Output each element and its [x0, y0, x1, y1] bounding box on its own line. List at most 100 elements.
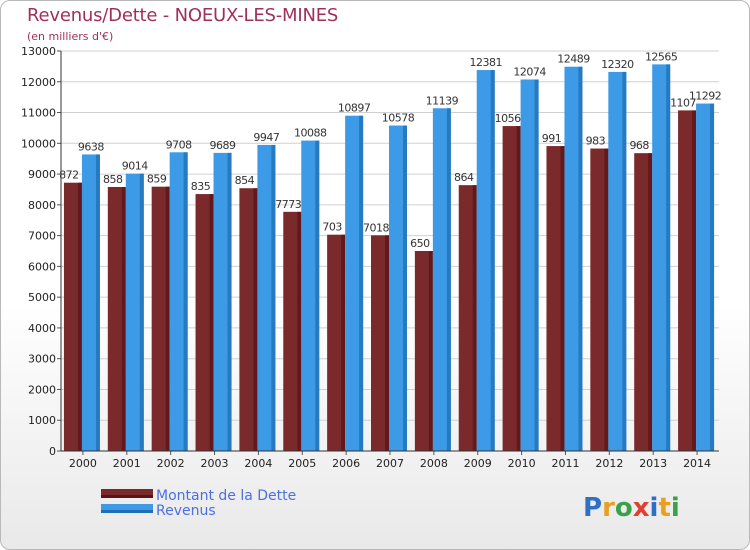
bar-revenus-shade	[578, 66, 583, 451]
bar-dette-shade	[604, 148, 609, 452]
bar-dette-shade	[648, 153, 653, 451]
bar-revenus	[520, 79, 539, 451]
bar-revenus	[213, 152, 232, 451]
value-label-revenus: 10578	[382, 112, 415, 125]
bar-dette	[634, 153, 653, 451]
x-tick-label: 2005	[288, 457, 316, 470]
value-label-revenus: 12320	[601, 58, 634, 71]
x-tick-label: 2000	[69, 457, 97, 470]
y-tick-label: 5000	[28, 291, 56, 304]
value-label-dette: 1056	[495, 112, 521, 125]
value-label-dette: 7018	[363, 221, 389, 234]
value-label-dette: 858	[103, 173, 123, 186]
bar-dette	[239, 188, 258, 451]
bar-revenus	[169, 152, 188, 452]
bar-dette-shade	[516, 126, 521, 452]
legend-label-dette: Montant de la Dette	[156, 488, 296, 504]
bar-revenus-shade	[95, 154, 100, 451]
bar-dette	[590, 148, 609, 452]
value-label-revenus: 12565	[645, 50, 678, 63]
bars	[63, 64, 715, 452]
value-label-dette: 1107	[670, 96, 696, 109]
y-tick-label: 10000	[21, 137, 56, 150]
bar-dette	[371, 235, 389, 451]
bar-dette	[678, 110, 697, 451]
chart-subtitle: (en milliers d'€)	[27, 30, 114, 43]
bar-revenus-shade	[271, 144, 276, 451]
bar-dette	[151, 186, 170, 451]
x-axis-ticks: 2000 2001 2002 2003 2004 2005 2006 2007 2008 2009…	[69, 451, 711, 470]
value-label-dette: 872	[59, 169, 79, 182]
bar-dette-shade	[385, 235, 389, 451]
legend-swatch-revenus-shade	[101, 510, 153, 513]
value-label-dette: 968	[629, 139, 649, 152]
bar-revenus	[696, 103, 715, 452]
bar-revenus-shade	[446, 108, 451, 451]
bar-revenus	[608, 71, 627, 451]
y-tick-label: 6000	[28, 260, 56, 273]
value-label-revenus: 12489	[557, 53, 590, 66]
x-tick-label: 2006	[332, 457, 360, 470]
y-tick-label: 3000	[28, 353, 56, 366]
y-tick-label: 0	[49, 445, 56, 458]
value-label-revenus: 10088	[294, 127, 327, 140]
value-label-revenus: 11139	[426, 94, 459, 107]
bar-revenus	[432, 108, 451, 451]
bar-revenus	[345, 115, 364, 451]
bar-revenus-shade	[666, 64, 671, 451]
x-tick-label: 2013	[639, 457, 667, 470]
bar-revenus-shade	[622, 71, 627, 451]
bar-revenus-shade	[490, 70, 495, 452]
bar-revenus-shade	[403, 125, 407, 452]
y-tick-label: 12000	[21, 76, 56, 89]
bar-dette-shade	[297, 211, 302, 451]
value-label-revenus: 10897	[338, 102, 371, 115]
bar-revenus	[476, 70, 495, 452]
x-tick-label: 2012	[595, 457, 623, 470]
bar-revenus	[81, 154, 100, 451]
value-label-revenus: 9014	[122, 160, 148, 173]
value-label-revenus: 9708	[166, 138, 192, 151]
bar-revenus-shade	[710, 103, 715, 452]
x-tick-label: 2009	[464, 457, 492, 470]
legend-swatch-dette	[101, 489, 153, 498]
bar-revenus-shade	[139, 173, 144, 451]
bar-dette-shade	[692, 110, 697, 451]
y-tick-label: 8000	[28, 199, 56, 212]
value-label-revenus: 9638	[78, 140, 104, 153]
x-tick-label: 2007	[376, 457, 404, 470]
value-label-dette: 983	[586, 135, 606, 148]
bar-dette	[283, 211, 302, 451]
value-label-dette: 864	[454, 171, 474, 184]
value-label-revenus: 9689	[210, 139, 236, 152]
bar-dette-shade	[428, 251, 433, 451]
value-label-revenus: 9947	[253, 131, 279, 144]
bar-revenus-shade	[183, 152, 188, 452]
bar-dette-shade	[77, 182, 82, 451]
bar-dette-shade	[165, 186, 170, 451]
y-axis-ticks: 0 1000 2000 3000 4000 5000 6000 7000 8000 9000 100…	[21, 45, 61, 458]
legend-label-revenus: Revenus	[156, 503, 216, 519]
y-tick-label: 4000	[28, 322, 56, 335]
bar-dette	[107, 187, 126, 451]
y-tick-label: 13000	[21, 45, 56, 58]
value-label-revenus: 11292	[689, 90, 722, 103]
y-tick-label: 11000	[21, 107, 56, 120]
x-tick-label: 2014	[683, 457, 711, 470]
bar-revenus	[257, 144, 276, 451]
bar-dette-shade	[472, 185, 477, 451]
bar-dette-shade	[121, 187, 126, 451]
x-tick-label: 2008	[420, 457, 448, 470]
value-label-dette: 859	[147, 173, 167, 186]
x-tick-label: 2002	[157, 457, 185, 470]
bar-revenus-shade	[227, 152, 232, 451]
bar-revenus-shade	[359, 115, 364, 451]
value-label-dette: 835	[191, 180, 211, 193]
x-tick-label: 2001	[113, 457, 141, 470]
chart-title: Revenus/Dette - NOEUX-LES-MINES	[27, 5, 339, 26]
bar-dette	[414, 251, 433, 451]
bar-dette	[63, 182, 82, 451]
